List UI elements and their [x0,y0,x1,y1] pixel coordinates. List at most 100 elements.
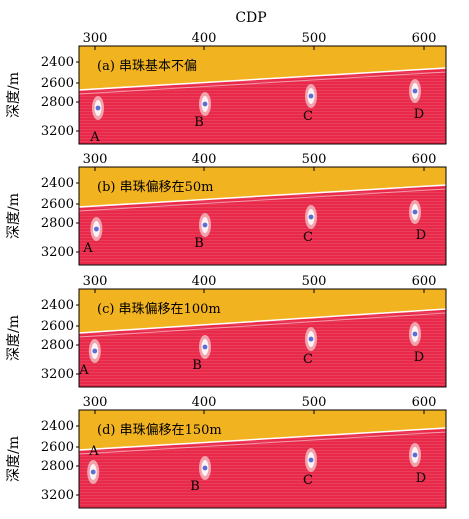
bead-dot [308,336,314,342]
panel-frame [78,166,447,266]
bead-anomaly [88,339,101,363]
bead-anomaly [199,335,211,359]
layer-boundary-echo [78,312,447,338]
marker-c: C [303,352,313,367]
bead-anomaly [409,322,421,346]
bead-anomaly [199,92,211,116]
bead-anomaly [409,443,421,467]
upper-layer [79,167,446,207]
bead-anomaly [92,96,104,120]
upper-layer [79,46,446,90]
bead-anomaly [199,213,211,237]
y-tick-label: 2800 [41,95,74,110]
layer-boundary-echo [78,71,447,95]
bead-dot [202,465,208,471]
marker-c: C [303,230,313,245]
marker-a: A [89,130,100,145]
y-tick-label: 2400 [41,55,74,70]
bead-dot [412,209,418,215]
y-axis-label: 深度/m [6,315,22,361]
x-tick-label: 600 [412,31,437,46]
y-tick-label: 2600 [41,76,74,91]
marker-b: B [194,236,204,251]
y-tick-label: 3200 [41,124,74,139]
bead-dot [412,331,418,337]
marker-d: D [414,107,424,122]
panel-a: 300 400 500 600 2400 2600 2800 3200 深度/m (a) 串珠基本… [6,31,447,145]
bead-dot [308,93,314,99]
bead-dot [202,222,208,228]
x-tick-label: 400 [192,274,217,289]
cdp-axis-label: CDP [235,10,266,26]
marker-b: B [194,115,204,130]
bead-dot [308,457,314,463]
y-axis-label: 深度/m [6,193,22,239]
x-tick-label: 600 [412,274,437,289]
panel-frame [78,45,447,145]
y-tick-label: 3200 [41,488,74,503]
x-tick-label: 600 [412,395,437,410]
panel-d: 300 400 500 600 2400 2600 2800 3200 深度/m (d) 串珠偏移… [6,395,447,509]
x-tick-label: 300 [83,31,108,46]
layer-boundary [78,67,447,91]
marker-b: B [190,479,200,494]
bead-anomaly [305,448,317,472]
y-tick-label: 2600 [41,319,74,334]
x-tick-label: 300 [83,274,108,289]
upper-layer [79,289,446,333]
bead-dot [202,101,208,107]
panel-title: (c) 串珠偏移在100m [97,302,221,317]
x-tick-label: 500 [302,152,327,167]
panel-frame [78,288,447,388]
layer-boundary [78,184,447,208]
marker-a: A [82,241,93,256]
y-axis-label: 深度/m [6,436,22,482]
x-tick-label: 600 [412,152,437,167]
marker-b: B [192,358,202,373]
bead-anomaly [305,205,317,229]
marker-c: C [303,109,313,124]
y-tick-label: 3200 [41,367,74,382]
layer-boundary [78,427,447,451]
y-axis-label: 深度/m [6,72,22,118]
panel-title: (a) 串珠基本不偏 [97,59,197,74]
upper-layer [79,410,446,450]
x-tick-label: 300 [83,395,108,410]
panel-c: 300 400 500 600 2400 2600 2800 3200 深度/m (c) 串珠偏移… [6,274,447,388]
panel-title: (b) 串珠偏移在50m [97,180,213,195]
bead-anomaly [305,84,317,108]
panel-b: 300 400 500 600 2400 2600 2800 3200 深度/m (b) 串珠偏移… [6,152,447,266]
bead-dot [412,88,418,94]
bead-dot [412,452,418,458]
x-tick-label: 400 [192,31,217,46]
y-tick-label: 2600 [41,197,74,212]
layer-boundary-echo [78,188,447,212]
x-tick-label: 300 [83,152,108,167]
bead-anomaly [409,79,421,103]
y-tick-label: 2800 [41,338,74,353]
y-tick-label: 2400 [41,176,74,191]
bead-dot [95,105,101,111]
y-tick-label: 2400 [41,298,74,313]
bead-dot [90,469,96,475]
panel-title: (d) 串珠偏移在150m [97,423,222,438]
marker-a: A [78,363,89,378]
y-tick-label: 2800 [41,459,74,474]
x-tick-label: 400 [192,152,217,167]
bead-anomaly [199,456,211,480]
layer-boundary [78,308,447,334]
bead-anomaly [87,460,100,484]
bead-dot [308,214,314,220]
layer-boundary-echo [78,431,447,455]
x-tick-label: 400 [192,395,217,410]
marker-d: D [416,471,426,486]
bead-anomaly [409,200,421,224]
x-tick-label: 500 [302,395,327,410]
marker-d: D [414,350,424,365]
y-tick-label: 3200 [41,245,74,260]
bead-dot [202,344,208,350]
x-tick-label: 500 [302,274,327,289]
marker-c: C [303,473,313,488]
y-tick-label: 2400 [41,419,74,434]
